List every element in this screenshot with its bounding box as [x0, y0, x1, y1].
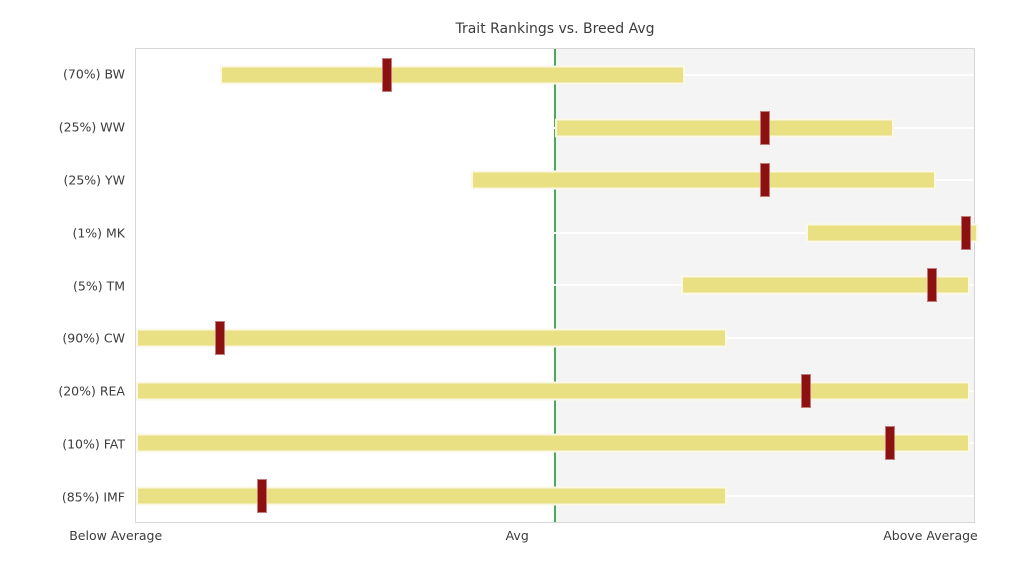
- y-tick-label-rea: (20%) REA: [58, 383, 125, 399]
- trait-value-marker: [885, 426, 896, 461]
- trait-range-bar: [136, 381, 970, 401]
- trait-range-bar: [806, 223, 978, 243]
- trait-row-yw: [136, 154, 974, 207]
- trait-range-bar: [219, 65, 685, 85]
- y-tick-label-mk: (1%) MK: [72, 225, 125, 241]
- x-tick-label-above-average: Above Average: [883, 528, 978, 543]
- trait-row-fat: [136, 417, 974, 470]
- trait-value-marker: [256, 478, 267, 513]
- trait-row-mk: [136, 207, 978, 260]
- trait-row-cw: [136, 312, 974, 365]
- trait-range-bar: [680, 275, 970, 295]
- y-tick-label-bw: (70%) BW: [63, 66, 125, 82]
- trait-value-marker: [214, 321, 225, 356]
- row-guide-line: [136, 231, 974, 234]
- trait-row-rea: [136, 364, 974, 417]
- y-axis-labels: (70%) BW (25%) WW (25%) YW (1%) MK (5%) TM (9…: [0, 48, 125, 523]
- trait-range-bar: [136, 433, 970, 453]
- y-tick-label-yw: (25%) YW: [63, 172, 125, 188]
- x-tick-label-below-average: Below Average: [69, 528, 163, 543]
- trait-row-tm: [136, 259, 974, 312]
- y-tick-label-fat: (10%) FAT: [62, 436, 125, 452]
- row-guide-line: [136, 284, 974, 287]
- plot-area: [135, 48, 978, 523]
- y-tick-label-cw: (90%) CW: [62, 330, 125, 346]
- x-axis-ticks: Below Average Avg Above Average: [69, 526, 978, 550]
- trait-value-marker: [801, 373, 812, 408]
- trait-value-marker: [960, 215, 971, 250]
- trait-range-bar: [136, 486, 727, 506]
- trait-value-marker: [759, 163, 770, 198]
- y-tick-label-ww: (25%) WW: [58, 119, 125, 135]
- y-tick-label-imf: (85%) IMF: [61, 489, 125, 505]
- trait-range-bar: [136, 328, 727, 348]
- trait-value-marker: [927, 268, 938, 303]
- trait-value-marker: [382, 58, 393, 93]
- trait-range-bar: [555, 118, 895, 138]
- trait-value-marker: [759, 110, 770, 145]
- y-tick-label-tm: (5%) TM: [73, 278, 125, 293]
- x-tick-label-avg: Avg: [505, 528, 529, 543]
- chart-title: Trait Rankings vs. Breed Avg: [455, 21, 655, 37]
- trait-range-bar: [471, 170, 937, 190]
- trait-row-ww: [136, 102, 974, 155]
- trait-row-imf: [136, 469, 974, 522]
- trait-row-bw: [136, 49, 974, 102]
